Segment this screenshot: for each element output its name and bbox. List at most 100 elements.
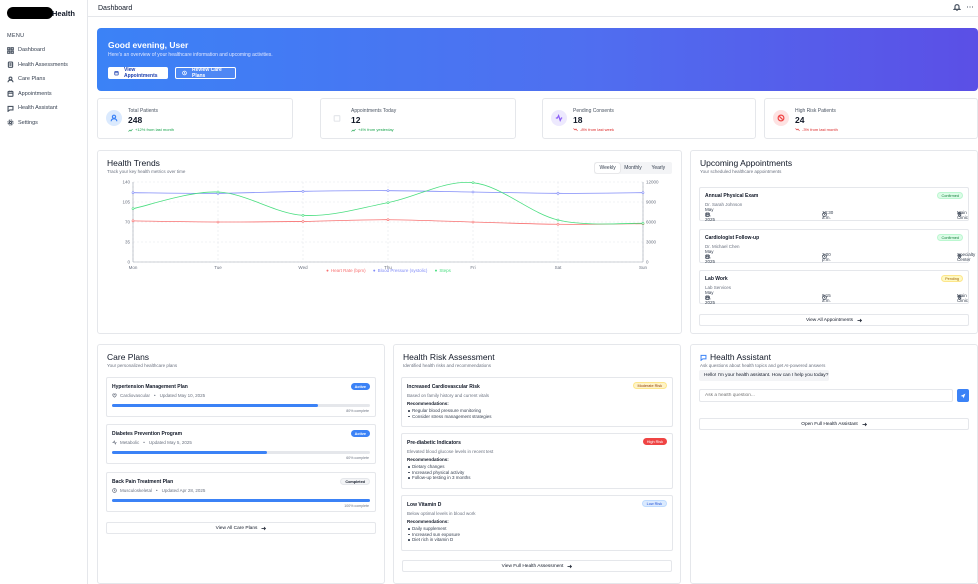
risk-title: Increased Cardiovascular Risk xyxy=(407,384,480,390)
calendar-icon xyxy=(114,71,119,76)
risk-item[interactable]: Increased Cardiovascular Risk Based on f… xyxy=(401,377,673,427)
more-icon[interactable] xyxy=(966,3,974,11)
health-trends-chart: 0 35 70 105 140 0 3000 6000 9000 12000 Mon Tue Wed Th… xyxy=(122,180,659,271)
card-title: Care Plans xyxy=(107,352,150,362)
stat-trend: -3% from last month xyxy=(795,127,838,132)
sidebar: Health MENU Dashboard Health Assessments… xyxy=(0,0,88,584)
activity-icon xyxy=(112,440,117,445)
progress-bar xyxy=(112,451,370,454)
health-question-input[interactable] xyxy=(699,389,953,402)
appointment-time: 9:15 a.m. xyxy=(822,293,831,303)
appointment-location-text: Main Clinic xyxy=(957,209,969,220)
x-tick-label: Tue xyxy=(214,265,222,270)
sidebar-item-settings[interactable]: Settings xyxy=(0,116,88,131)
sidebar-item-dashboard[interactable]: Dashboard xyxy=(0,43,88,58)
recommendation-item: Dietary changes xyxy=(408,464,471,470)
appointment-time-text: 2:00 p.m. xyxy=(822,251,831,262)
appointment-provider: Dr. Sarah Johnson xyxy=(705,202,743,207)
view-appointments-button[interactable]: View Appointments xyxy=(108,67,168,79)
care-plan-category: Cardiovascular xyxy=(120,393,151,398)
risk-item[interactable]: Low Vitamin D Below optimal levels in bl… xyxy=(401,495,673,551)
stat-icon-bg xyxy=(329,110,345,126)
appointment-date: May 29, 2025 xyxy=(705,290,715,305)
appointment-location-text: Main Clinic xyxy=(957,292,969,303)
sidebar-item-health-assessments[interactable]: Health Assessments xyxy=(0,58,88,73)
trend-up-icon xyxy=(351,128,356,132)
button-label: View All Appointments xyxy=(805,317,854,323)
progress-fill xyxy=(112,404,319,407)
progress-bar xyxy=(112,499,370,502)
stat-label: High Risk Patients xyxy=(795,108,836,114)
button-label: View All Care Plans xyxy=(215,525,258,531)
legend-heart-rate: ● Heart Rate (bpm) xyxy=(326,268,366,273)
tab-yearly[interactable]: Yearly xyxy=(651,165,666,171)
series-point-2 xyxy=(641,222,645,225)
appointment-item[interactable]: Lab Work Lab Services Pending May 29, 20… xyxy=(699,270,969,305)
care-plan-category: Metabolic xyxy=(120,440,140,445)
tab-weekly[interactable]: Weekly xyxy=(595,163,621,173)
stat-card-appointments-today: Appointments Today 12 +4% from yesterday xyxy=(320,98,516,139)
x-tick-label: Mon xyxy=(129,265,138,270)
appointment-date-text: May 18, 2025 xyxy=(705,207,716,222)
grid-icon xyxy=(7,46,14,54)
stat-label: Pending Consents xyxy=(573,108,614,114)
stat-label: Total Patients xyxy=(128,108,159,114)
appointment-location-text: Specialty Center xyxy=(957,251,976,262)
risk-item[interactable]: Pre-diabetic Indicators Elevated blood g… xyxy=(401,433,673,489)
y-left-tick-label: 105 xyxy=(122,200,130,205)
activity-icon xyxy=(555,114,563,122)
risk-description: Based on family history and current vita… xyxy=(407,393,490,398)
tab-monthly[interactable]: Monthly xyxy=(624,165,642,171)
care-plan-item[interactable]: Back Pain Treatment Plan Musculoskeletal… xyxy=(106,472,376,512)
appointments-card: Upcoming Appointments Your scheduled hea… xyxy=(690,150,978,334)
series-point-0 xyxy=(556,222,560,226)
risk-title: Low Vitamin D xyxy=(407,502,442,508)
arrow-right-icon xyxy=(567,564,573,568)
sidebar-item-label: Health Assessments xyxy=(18,61,68,68)
sidebar-item-appointments[interactable]: Appointments xyxy=(0,87,88,102)
sidebar-item-health-assistant[interactable]: Health Assistant xyxy=(0,101,88,116)
risk-level-badge: High Risk xyxy=(642,438,667,445)
card-subtitle: Your scheduled healthcare appointments xyxy=(700,169,782,174)
health-assistant-card: Health Assistant Ask questions about hea… xyxy=(690,344,978,584)
review-care-plans-button[interactable]: Review Care Plans xyxy=(175,67,236,79)
stat-icon-bg xyxy=(773,110,789,126)
recommendation-item: Increased sun exposure xyxy=(407,531,461,537)
risk-title: Pre-diabetic Indicators xyxy=(407,440,461,446)
sidebar-item-care-plans[interactable]: Care Plans xyxy=(0,72,88,87)
open-health-assistant-button[interactable]: Open Full Health Assistant xyxy=(699,418,969,430)
series-point-1 xyxy=(386,189,390,192)
chat-icon xyxy=(7,105,14,112)
brand-logo[interactable]: Health xyxy=(7,6,75,20)
series-point-2 xyxy=(301,214,305,217)
view-full-assessment-button[interactable]: View Full Health Assessment xyxy=(402,560,672,572)
x-tick-label: Thu xyxy=(384,265,392,270)
status-badge: Confirmed xyxy=(937,234,963,241)
appointment-date-text: May 22, 2025 xyxy=(705,249,716,264)
recommendation-item: Regular blood pressure monitoring xyxy=(408,408,492,414)
appointment-location: Main Clinic xyxy=(957,292,969,303)
y-left-tick-label: 35 xyxy=(125,240,131,245)
send-button[interactable] xyxy=(957,389,969,402)
risk-description: Below optimal levels in blood work xyxy=(407,511,476,516)
legend-blood-pressure: ● Blood Pressure (systolic) xyxy=(372,268,428,273)
view-all-appointments-button[interactable]: View All Appointments xyxy=(699,314,969,326)
calendar-icon xyxy=(705,212,710,217)
appointment-time: 10:30 a.m. xyxy=(822,210,833,220)
risk-level-badge: Low Risk xyxy=(641,500,667,507)
bell-icon[interactable] xyxy=(953,3,961,11)
care-plan-item[interactable]: Diabetes Prevention Program Metabolic • Up… xyxy=(106,424,376,464)
appointment-provider: Lab Services xyxy=(705,285,732,290)
card-title: Upcoming Appointments xyxy=(700,158,793,168)
clipboard-icon xyxy=(7,61,14,69)
recommendation-item: Increased physical activity xyxy=(408,470,471,476)
card-title: Health Trends xyxy=(107,158,160,168)
appointment-item[interactable]: Annual Physical Exam Dr. Sarah Johnson C… xyxy=(699,187,969,222)
appointment-title: Lab Work xyxy=(705,276,728,282)
appointment-item[interactable]: Cardiologist Follow-up Dr. Michael Chen … xyxy=(699,229,975,264)
stat-trend-text: +12% from last month xyxy=(135,127,175,132)
y-left-tick-label: 0 xyxy=(127,260,130,265)
view-all-care-plans-button[interactable]: View All Care Plans xyxy=(106,522,376,534)
care-plan-item[interactable]: Hypertension Management Plan Cardiovascu… xyxy=(106,377,376,417)
x-tick-label: Sat xyxy=(555,265,563,270)
